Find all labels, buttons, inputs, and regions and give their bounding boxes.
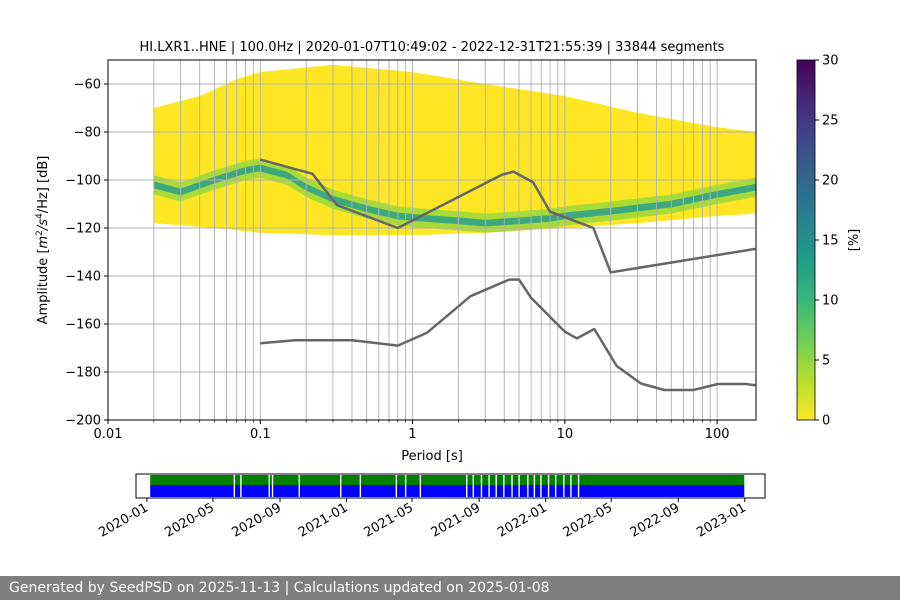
x-axis: 0.01 0.1 1 10 100 (94, 420, 730, 442)
timeline-tick-label: 2021-01 (296, 500, 351, 540)
colorbar-tick-label: 20 (822, 174, 839, 189)
timeline-coverage-bar (150, 475, 745, 485)
timeline-bars (150, 475, 745, 497)
timeline-gap (495, 475, 497, 497)
colorbar-tick-label: 0 (822, 414, 830, 429)
timeline-frame (135, 473, 766, 499)
timeline-gap (570, 475, 572, 497)
timeline-gap (518, 475, 520, 497)
colorbar-tick-label: 5 (822, 354, 830, 369)
psd-heatmap (153, 64, 756, 236)
footer-bar: Generated by SeedPSD on 2025-11-13 | Cal… (0, 576, 900, 600)
low-noise-model-line (260, 278, 756, 392)
plot-area: 0.01 0.1 1 10 100 −200 −180 −160 −140 −120 −100 −8… (65, 59, 757, 442)
plot-frame (107, 59, 757, 421)
colorbar-gradient (796, 59, 816, 421)
timeline-gap (466, 475, 468, 497)
timeline-gap (395, 475, 398, 497)
colorbar-tick-label: 10 (822, 294, 839, 309)
y-tick-label: −140 (65, 270, 101, 285)
timeline-gap (563, 475, 565, 497)
footer-text: Generated by SeedPSD on 2025-11-13 | Cal… (9, 580, 550, 596)
timeline-tick-label: 2020-05 (162, 500, 217, 540)
timeline-gap (359, 475, 362, 497)
y-axis: −200 −180 −160 −140 −120 −100 −80 −60 (65, 78, 108, 429)
y-label-s-sup: 4 (35, 213, 45, 219)
x-axis-label: Period [s] (401, 449, 463, 464)
colorbar-tick-label: 30 (822, 54, 839, 69)
timeline-gap (554, 475, 557, 497)
timeline-tick-label: 2021-05 (361, 500, 416, 540)
timeline-gap (503, 475, 505, 497)
y-label-post: /Hz] [dB] (36, 156, 51, 214)
x-tick-label: 0.01 (94, 427, 123, 442)
timeline-gap (472, 475, 474, 497)
y-label-m: m (36, 236, 51, 249)
timeline-axis: 2020-01 2020-05 2020-09 2021-01 2021-05 2021-… (96, 498, 749, 541)
timeline-gap (419, 475, 422, 497)
timeline-gap (404, 475, 407, 497)
y-label-pre: Amplitude [ (36, 248, 51, 324)
x-tick-label: 0.1 (250, 427, 271, 442)
timeline-tick-label: 2021-09 (429, 500, 484, 540)
y-tick-label: −160 (65, 318, 101, 333)
timeline-gap (488, 475, 490, 497)
timeline-gap (577, 475, 580, 497)
timeline-tick-label: 2023-01 (694, 500, 749, 540)
timeline-gap (268, 475, 270, 497)
x-tick-label: 10 (557, 427, 574, 442)
grid-lines (108, 60, 756, 420)
y-tick-label: −100 (65, 174, 101, 189)
chart-title: HI.LXR1..HNE | 100.0Hz | 2020-01-07T10:4… (140, 40, 725, 55)
psd-mode-core (153, 164, 756, 227)
timeline-gap (547, 475, 550, 497)
timeline-gap (298, 475, 300, 497)
timeline-gap (533, 475, 536, 497)
x-tick-label: 1 (408, 427, 416, 442)
colorbar-tick-label: 25 (822, 114, 839, 129)
timeline-gap (511, 475, 513, 497)
timeline-tick-label: 2020-09 (229, 500, 284, 540)
timeline-tick-label: 2022-09 (628, 500, 683, 540)
y-tick-label: −180 (65, 366, 101, 381)
y-tick-label: −80 (74, 126, 101, 141)
y-tick-label: −60 (74, 78, 101, 93)
y-tick-label: −200 (65, 414, 101, 429)
timeline-gap (271, 475, 274, 497)
colorbar-tick-label: 15 (822, 234, 839, 249)
colorbar: 0 5 10 15 20 25 30 [%] (796, 54, 862, 429)
x-tick-label: 100 (705, 427, 730, 442)
timeline-gap (240, 475, 242, 497)
colorbar-ticks: 0 5 10 15 20 25 30 (815, 54, 839, 429)
y-label-m-sup: 2 (35, 230, 45, 236)
timeline-gap (480, 475, 483, 497)
y-tick-label: −120 (65, 222, 101, 237)
timeline-gap (527, 475, 529, 497)
timeline-tick-label: 2022-05 (561, 500, 616, 540)
timeline-tick-label: 2022-01 (495, 500, 550, 540)
timeline-gap (340, 475, 342, 497)
data-timeline: 2020-01 2020-05 2020-09 2021-01 2021-05 2021-… (96, 473, 766, 541)
colorbar-label: [%] (847, 229, 862, 252)
timeline-tick-label: 2020-01 (96, 500, 151, 540)
y-label-slash: /s (36, 219, 51, 231)
y-axis-label: Amplitude [m2/s4/Hz] [dB] (35, 156, 51, 325)
noise-model-curves (259, 158, 756, 392)
timeline-gap (540, 475, 542, 497)
timeline-gap (233, 475, 236, 497)
timeline-processed-bar (150, 485, 745, 497)
high-noise-model-line (259, 158, 756, 274)
